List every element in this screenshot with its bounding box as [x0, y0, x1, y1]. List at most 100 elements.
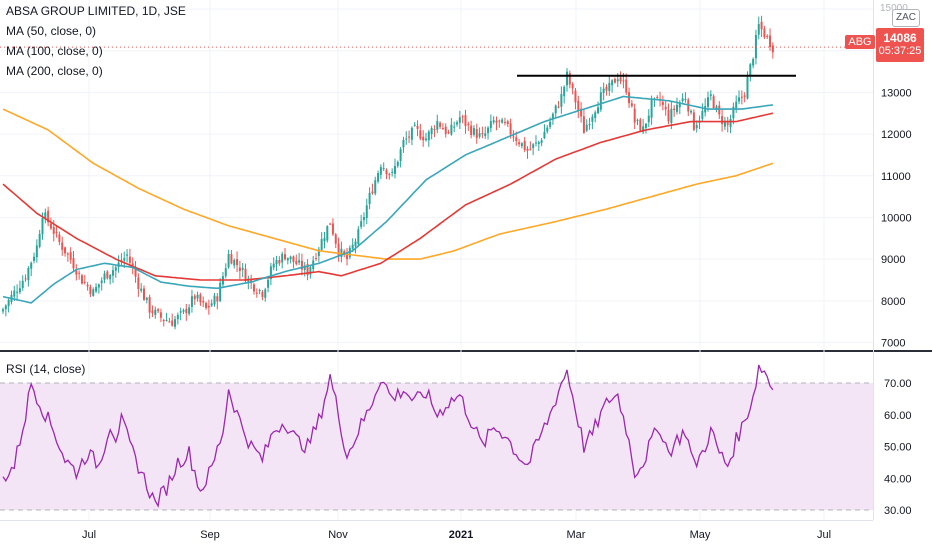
candle-body[interactable] — [47, 210, 50, 223]
candle-body[interactable] — [695, 124, 698, 129]
candle-body[interactable] — [244, 268, 247, 282]
candle-body[interactable] — [13, 290, 16, 297]
candle-body[interactable] — [368, 192, 371, 205]
candle-body[interactable] — [374, 180, 377, 194]
candle-body[interactable] — [498, 120, 501, 122]
candle-body[interactable] — [49, 223, 52, 229]
candle-body[interactable] — [145, 297, 148, 300]
candle-body[interactable] — [718, 105, 721, 115]
candle-body[interactable] — [532, 144, 535, 149]
candle-body[interactable] — [684, 99, 687, 101]
candle-body[interactable] — [357, 229, 360, 245]
candle-body[interactable] — [18, 288, 21, 293]
candle-body[interactable] — [715, 106, 718, 110]
candle-body[interactable] — [526, 148, 529, 152]
candle-body[interactable] — [252, 284, 255, 292]
candle-body[interactable] — [430, 128, 433, 135]
candle-body[interactable] — [159, 312, 162, 318]
rsi-line[interactable] — [2, 364, 774, 508]
candle-body[interactable] — [92, 289, 95, 296]
candle-body[interactable] — [329, 223, 332, 225]
candle-body[interactable] — [492, 120, 495, 123]
candle-body[interactable] — [613, 78, 616, 83]
candle-body[interactable] — [298, 260, 301, 263]
candle-body[interactable] — [80, 275, 83, 284]
candle-body[interactable] — [444, 126, 447, 134]
ma50-line[interactable] — [2, 95, 774, 304]
candle-body[interactable] — [760, 21, 763, 30]
candle-body[interactable] — [97, 284, 100, 288]
ma50-legend[interactable]: MA (50, close, 0) — [6, 24, 97, 38]
candle-body[interactable] — [238, 267, 241, 272]
candle-body[interactable] — [597, 107, 600, 114]
candle-body[interactable] — [269, 266, 272, 280]
candle-body[interactable] — [427, 131, 430, 141]
candle-body[interactable] — [675, 104, 678, 112]
candle-body[interactable] — [340, 248, 343, 257]
candle-body[interactable] — [309, 267, 312, 275]
candle-body[interactable] — [546, 127, 549, 132]
candle-body[interactable] — [134, 268, 137, 277]
candle-body[interactable] — [295, 260, 298, 265]
currency-unit-label[interactable]: ZAC — [892, 9, 920, 27]
candle-body[interactable] — [487, 127, 490, 134]
candle-body[interactable] — [216, 296, 219, 302]
candle-body[interactable] — [16, 291, 19, 293]
candle-body[interactable] — [58, 234, 61, 242]
candle-body[interactable] — [605, 86, 608, 91]
candle-body[interactable] — [481, 133, 484, 135]
candle-body[interactable] — [69, 252, 72, 260]
candle-body[interactable] — [520, 143, 523, 147]
candle-body[interactable] — [413, 124, 416, 126]
candle-body[interactable] — [732, 106, 735, 119]
candle-body[interactable] — [503, 121, 506, 123]
candle-body[interactable] — [678, 102, 681, 108]
candle-body[interactable] — [447, 132, 450, 134]
candle-body[interactable] — [213, 295, 216, 305]
candle-body[interactable] — [391, 172, 394, 174]
candle-body[interactable] — [738, 97, 741, 102]
candle-body[interactable] — [647, 115, 650, 123]
candle-body[interactable] — [162, 320, 165, 322]
candle-body[interactable] — [179, 311, 182, 313]
candle-body[interactable] — [625, 79, 628, 93]
candle-body[interactable] — [114, 267, 117, 271]
candle-body[interactable] — [284, 254, 286, 260]
candle-body[interactable] — [599, 92, 602, 110]
candle-body[interactable] — [464, 115, 467, 127]
candle-body[interactable] — [636, 119, 639, 121]
candle-body[interactable] — [351, 244, 354, 249]
candle-body[interactable] — [44, 212, 47, 220]
candle-body[interactable] — [560, 93, 563, 107]
candle-body[interactable] — [281, 254, 284, 263]
candle-body[interactable] — [343, 251, 346, 255]
candle-body[interactable] — [196, 294, 199, 299]
candle-body[interactable] — [306, 264, 309, 276]
candle-body[interactable] — [656, 97, 659, 99]
candle-body[interactable] — [602, 88, 605, 94]
candle-body[interactable] — [72, 258, 75, 269]
candle-body[interactable] — [701, 110, 704, 119]
candle-body[interactable] — [509, 123, 512, 135]
candle-body[interactable] — [571, 83, 574, 89]
candle-body[interactable] — [267, 279, 270, 288]
candle-body[interactable] — [174, 319, 177, 327]
candle-body[interactable] — [766, 35, 769, 37]
candle-body[interactable] — [495, 120, 498, 123]
candle-body[interactable] — [540, 140, 543, 143]
candle-body[interactable] — [763, 28, 766, 38]
candle-body[interactable] — [709, 94, 712, 96]
candle-body[interactable] — [137, 277, 140, 289]
candle-body[interactable] — [771, 45, 774, 53]
candle-body[interactable] — [588, 124, 591, 126]
candle-body[interactable] — [168, 321, 171, 323]
candle-body[interactable] — [574, 90, 577, 103]
candle-body[interactable] — [41, 218, 44, 235]
candle-body[interactable] — [241, 267, 244, 270]
candle-body[interactable] — [501, 119, 504, 123]
candle-body[interactable] — [419, 130, 422, 139]
candle-body[interactable] — [405, 138, 408, 140]
candle-body[interactable] — [740, 96, 743, 98]
candle-body[interactable] — [591, 116, 594, 122]
candle-body[interactable] — [317, 249, 320, 257]
